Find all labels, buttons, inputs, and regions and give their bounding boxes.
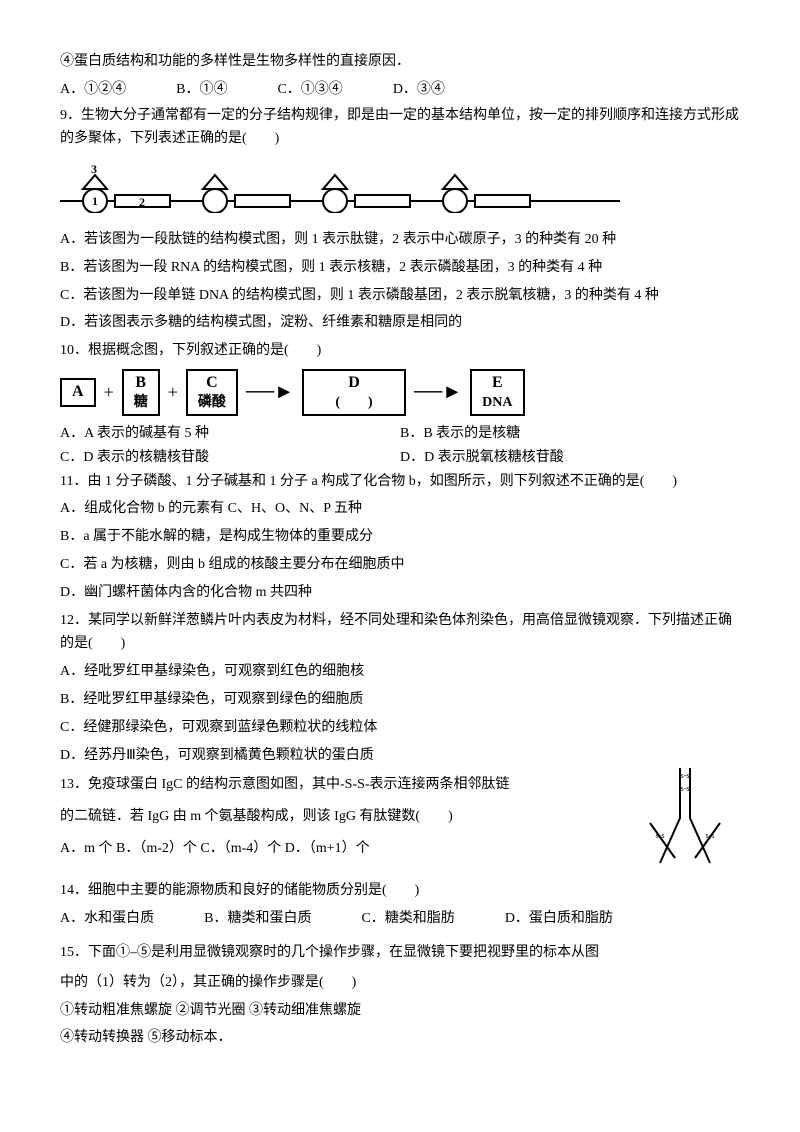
q15-stem2: 中的（1）转为（2），其正确的操作步骤是( ) — [60, 971, 740, 995]
q14-opt-a: A．水和蛋白质 — [60, 907, 154, 931]
svg-text:s-s: s-s — [681, 771, 690, 780]
q12-opt-c: C．经健那绿染色，可观察到蓝绿色颗粒状的线粒体 — [60, 716, 740, 740]
concept-box-a: A — [60, 378, 96, 407]
q10-stem: 10．根据概念图，下列叙述正确的是( ) — [60, 339, 740, 363]
q8-opt-a: A．①②④ — [60, 78, 126, 102]
chain-diagram: 1 3 2 — [60, 161, 620, 213]
svg-text:s-s: s-s — [681, 784, 690, 793]
q10-opt-a: A．A 表示的碱基有 5 种 — [60, 422, 400, 446]
q14-opt-c: C．糖类和脂肪 — [361, 907, 454, 931]
concept-diagram: A + B糖 + C磷酸 ──► D( ) ──► EDNA — [60, 369, 740, 416]
q15-line3: ①转动粗准焦螺旋 ②调节光圈 ③转动细准焦螺旋 — [60, 999, 740, 1023]
q14-opt-b: B．糖类和蛋白质 — [204, 907, 311, 931]
q14-stem: 14．细胞中主要的能源物质和良好的储能物质分别是( ) — [60, 879, 740, 903]
q8-line4: ④蛋白质结构和功能的多样性是生物多样性的直接原因． — [60, 50, 740, 74]
concept-box-b: B糖 — [122, 369, 160, 416]
q8-opt-d: D．③④ — [393, 78, 445, 102]
svg-text:s-s: s-s — [706, 831, 715, 840]
plus-icon: + — [168, 377, 178, 408]
q14-opt-d: D．蛋白质和脂肪 — [505, 907, 613, 931]
q8-opt-b: B．①④ — [176, 78, 227, 102]
q12-stem: 12．某同学以新鲜洋葱鳞片叶内表皮为材料，经不同处理和染色体剂染色，用高倍显微镜… — [60, 609, 740, 657]
q9-opt-c: C．若该图为一段单链 DNA 的结构模式图，则 1 表示磷酸基团，2 表示脱氧核… — [60, 284, 740, 308]
arrow-icon: ──► — [414, 375, 462, 409]
q12-opt-a: A．经吡罗红甲基绿染色，可观察到红色的细胞核 — [60, 660, 740, 684]
q15-line4: ④转动转换器 ⑤移动标本． — [60, 1026, 740, 1050]
svg-text:s-s: s-s — [656, 831, 665, 840]
q14-options: A．水和蛋白质 B．糖类和蛋白质 C．糖类和脂肪 D．蛋白质和脂肪 — [60, 907, 740, 931]
q15-stem1: 15．下面①–⑤是利用显微镜观察时的几个操作步骤，在显微镜下要把视野里的标本从图 — [60, 941, 740, 965]
concept-box-d: D( ) — [302, 369, 406, 416]
q9-opt-d: D．若该图表示多糖的结构模式图，淀粉、纤维素和糖原是相同的 — [60, 311, 740, 335]
q10-opt-d: D．D 表示脱氧核糖核苷酸 — [400, 446, 740, 470]
q11-stem: 11．由 1 分子磷酸、1 分子碱基和 1 分子 a 构成了化合物 b，如图所示… — [60, 470, 740, 494]
q10-opt-c: C．D 表示的核糖核苷酸 — [60, 446, 400, 470]
q10-opt-b: B．B 表示的是核糖 — [400, 422, 740, 446]
q8-opt-c: C．①③④ — [277, 78, 342, 102]
plus-icon: + — [104, 377, 114, 408]
q11-opt-c: C．若 a 为核糖，则由 b 组成的核酸主要分布在细胞质中 — [60, 553, 740, 577]
q11-opt-d: D．幽门螺杆菌体内含的化合物 m 共四种 — [60, 581, 740, 605]
q10-options: A．A 表示的碱基有 5 种 B．B 表示的是核糖 C．D 表示的核糖核苷酸 D… — [60, 422, 740, 470]
q8-options: A．①②④ B．①④ C．①③④ D．③④ — [60, 78, 740, 102]
concept-box-e: EDNA — [470, 369, 524, 416]
igg-diagram: s-s s-s s-s s-s — [630, 763, 740, 873]
q9-opt-b: B．若该图为一段 RNA 的结构模式图，则 1 表示核糖，2 表示磷酸基团，3 … — [60, 256, 740, 280]
arrow-icon: ──► — [246, 375, 294, 409]
svg-text:2: 2 — [139, 195, 145, 209]
svg-text:3: 3 — [91, 162, 97, 176]
q11-opt-b: B．a 属于不能水解的糖，是构成生物体的重要成分 — [60, 525, 740, 549]
concept-box-c: C磷酸 — [186, 369, 238, 416]
svg-text:1: 1 — [92, 194, 98, 208]
q11-opt-a: A．组成化合物 b 的元素有 C、H、O、N、P 五种 — [60, 497, 740, 521]
q9-stem: 9．生物大分子通常都有一定的分子结构规律，即是由一定的基本结构单位，按一定的排列… — [60, 104, 740, 152]
q9-opt-a: A．若该图为一段肽链的结构模式图，则 1 表示肽键，2 表示中心碳原子，3 的种… — [60, 228, 740, 252]
q12-opt-b: B．经吡罗红甲基绿染色，可观察到绿色的细胞质 — [60, 688, 740, 712]
